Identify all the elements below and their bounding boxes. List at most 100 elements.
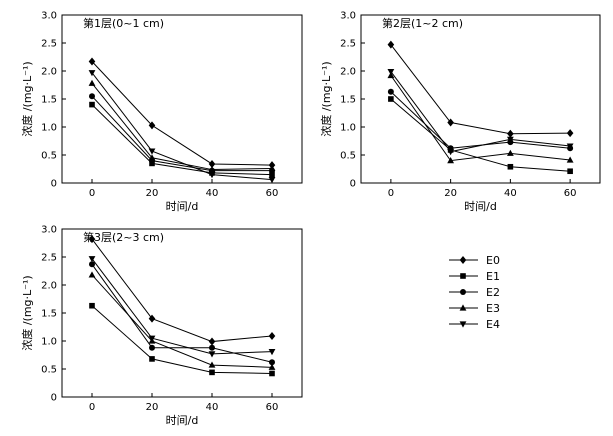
y-tick-label: 0.5 [41, 365, 57, 376]
data-point [148, 335, 156, 342]
series-line [390, 71, 571, 153]
data-point [566, 129, 574, 138]
y-tick-label: 0.5 [340, 151, 356, 162]
data-point [387, 68, 395, 76]
series-line [91, 305, 273, 374]
data-point [268, 349, 276, 356]
y-tick-label: 1.0 [340, 123, 356, 134]
legend-marker-e4 [459, 321, 467, 328]
x-tick-label: 40 [206, 188, 219, 199]
x-tick-label: 20 [146, 402, 159, 413]
data-point [209, 369, 215, 376]
data-point [506, 136, 514, 143]
legend-marker-e1 [460, 273, 466, 279]
data-point [566, 143, 574, 150]
data-point [447, 149, 455, 156]
panel-title: 第1层(0~1 cm) [83, 16, 164, 30]
series-line [91, 238, 273, 343]
data-point [148, 154, 156, 161]
data-point [447, 157, 455, 164]
x-tick-label: 0 [89, 188, 95, 199]
chart-panel-2: 0 0.5 1.0 1.5 2.0 2.5 3.0 0 20 40 60 时间/d 浓度 /(mg·L⁻… [319, 11, 601, 213]
series-e0 [88, 235, 276, 346]
series-line [91, 104, 273, 176]
series-e0 [387, 40, 574, 138]
y-tick-label: 3.0 [41, 11, 57, 22]
x-axis-title: 时间/d [166, 200, 199, 213]
y-tick-label: 3.0 [340, 11, 356, 22]
series-line [91, 263, 273, 363]
data-point [149, 356, 155, 362]
data-point [208, 351, 216, 358]
x-tick-label: 0 [89, 402, 95, 413]
data-point [567, 168, 573, 175]
series-e3 [387, 71, 574, 164]
data-point [88, 70, 96, 77]
x-tick-label: 60 [266, 188, 279, 199]
series-line [91, 61, 273, 166]
x-tick-label: 20 [444, 188, 457, 199]
chart-panel-3: 0 0.5 1.0 1.5 2.0 2.5 3.0 0 20 40 60 时间/d 浓度 /(mg·L⁻… [20, 225, 303, 427]
data-point [268, 177, 276, 184]
series-line [91, 95, 272, 172]
y-tick-label: 0.5 [41, 151, 57, 162]
y-tick-label: 0 [51, 179, 57, 190]
y-tick-label: 2.0 [41, 67, 57, 78]
data-point [268, 363, 276, 370]
data-point [447, 118, 454, 127]
data-point [387, 88, 394, 95]
series-line [390, 75, 571, 162]
y-tick-label: 3.0 [41, 225, 57, 236]
data-point [268, 164, 276, 172]
x-tick-label: 0 [388, 188, 394, 199]
y-axis-title: 浓度 /(mg·L⁻¹) [319, 61, 333, 136]
x-tick-label: 40 [504, 188, 517, 199]
data-point [208, 165, 216, 173]
data-point [269, 370, 275, 377]
y-tick-label: 2.5 [41, 39, 57, 50]
data-point [208, 361, 216, 368]
legend-label-e3: E3 [486, 302, 500, 315]
series-line [91, 258, 273, 355]
legend-marker-e0 [459, 256, 467, 264]
data-point [268, 331, 276, 340]
data-point [148, 121, 156, 130]
y-tick-label: 1.0 [41, 337, 57, 348]
data-point [89, 101, 95, 108]
data-point [269, 171, 275, 178]
series-line [390, 98, 571, 172]
y-tick-label: 1.5 [41, 95, 57, 106]
series-e1 [388, 96, 573, 175]
legend-label-e1: E1 [486, 270, 500, 283]
data-point [566, 156, 574, 163]
series-e3 [88, 79, 276, 173]
series-e2 [89, 261, 275, 366]
x-tick-label: 20 [146, 188, 159, 199]
data-point [507, 163, 514, 170]
series-line [390, 44, 571, 135]
x-axis-title: 时间/d [464, 200, 497, 213]
y-tick-label: 1.5 [340, 95, 356, 106]
x-tick-label: 60 [564, 188, 577, 199]
x-tick-label: 40 [206, 402, 219, 413]
plot-frame [360, 14, 601, 184]
y-axis-title: 浓度 /(mg·L⁻¹) [20, 275, 34, 350]
data-point [387, 40, 395, 49]
data-point [88, 235, 96, 244]
plot-frame [61, 228, 303, 398]
data-point [209, 344, 215, 351]
series-line [91, 83, 273, 171]
chart-panel-1: 0 0.5 1.0 1.5 2.0 2.5 3.0 0 20 40 60 时间/d 浓度 /(mg·L⁻… [20, 11, 303, 213]
data-point [208, 172, 216, 179]
y-tick-label: 2.0 [41, 281, 57, 292]
series-e4 [88, 256, 276, 358]
series-e4 [88, 70, 276, 184]
y-tick-label: 2.0 [340, 67, 356, 78]
data-point [208, 337, 216, 346]
y-tick-label: 1.5 [41, 309, 57, 320]
legend: E0 E1 E2 E3 E4 [449, 254, 500, 331]
y-tick-label: 1.0 [41, 123, 57, 134]
y-tick-label: 2.5 [41, 253, 57, 264]
data-point [88, 256, 96, 263]
